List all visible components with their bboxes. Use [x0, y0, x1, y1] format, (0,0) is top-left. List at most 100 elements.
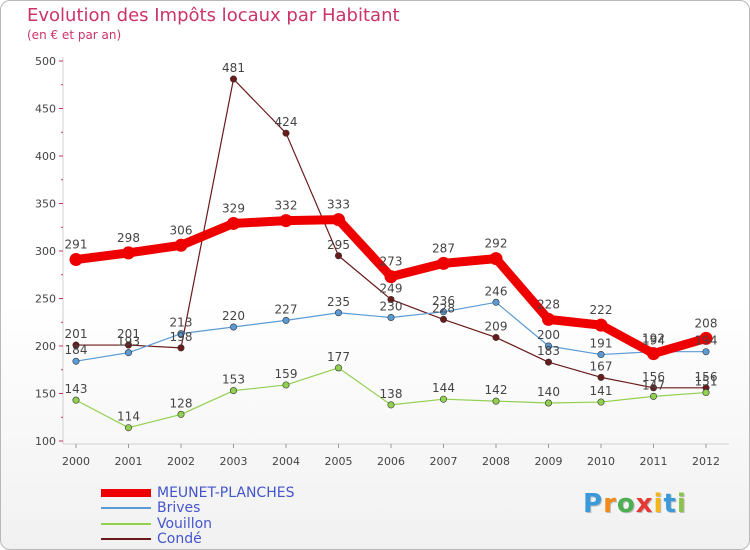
legend-swatch — [101, 507, 151, 510]
data-label: 177 — [327, 350, 350, 364]
logo-letter: r — [603, 489, 617, 519]
data-label: 147 — [642, 378, 665, 392]
logo-letter: t — [663, 489, 677, 519]
data-label: 183 — [537, 344, 560, 358]
data-label: 329 — [222, 201, 245, 215]
data-label: 200 — [537, 328, 560, 342]
data-point — [437, 256, 450, 270]
data-point — [439, 308, 447, 316]
data-point — [177, 330, 185, 338]
y-tick-label: 100 — [35, 435, 56, 448]
data-label: 156 — [642, 370, 665, 384]
data-label: 306 — [170, 223, 193, 237]
data-point — [282, 381, 290, 389]
data-point — [387, 313, 395, 321]
y-tick-label: 150 — [35, 388, 56, 401]
data-label: 298 — [117, 231, 140, 245]
series-cond- — [72, 75, 710, 392]
y-tick-label: 250 — [35, 293, 56, 306]
data-point — [282, 316, 290, 324]
data-label: 201 — [65, 327, 88, 341]
y-tick-label: 450 — [35, 103, 56, 116]
data-point — [177, 410, 185, 418]
data-label: 246 — [485, 284, 508, 298]
data-label: 332 — [275, 199, 298, 213]
data-point — [125, 349, 133, 357]
data-point — [72, 341, 80, 349]
legend-label: Condé — [157, 531, 202, 548]
data-point — [177, 344, 185, 352]
data-point — [334, 309, 342, 317]
data-label: 184 — [65, 343, 88, 357]
data-point — [597, 373, 605, 381]
legend: MEUNET-PLANCHES Brives Vouillon Condé — [101, 485, 294, 547]
data-label: 287 — [432, 241, 455, 255]
data-label: 153 — [222, 373, 245, 387]
data-label: 191 — [590, 337, 613, 351]
data-label: 249 — [380, 281, 403, 295]
data-label: 156 — [695, 370, 718, 384]
data-point — [174, 238, 188, 252]
legend-item: Brives — [101, 500, 294, 517]
data-point — [69, 253, 83, 267]
data-label: 192 — [642, 332, 665, 346]
data-point — [282, 129, 290, 137]
data-point — [334, 252, 342, 260]
data-point — [230, 323, 238, 331]
legend-item: Vouillon — [101, 516, 294, 532]
data-label: 151 — [695, 375, 718, 389]
data-label: 208 — [695, 316, 718, 330]
data-label: 291 — [65, 238, 88, 252]
data-label: 142 — [485, 383, 508, 397]
data-label: 201 — [117, 327, 140, 341]
data-label: 230 — [380, 300, 403, 314]
legend-label: Brives — [157, 500, 201, 517]
data-label: 159 — [275, 367, 298, 381]
chart-subtitle: (en € et par an) — [27, 28, 122, 42]
data-point — [649, 384, 657, 392]
y-tick-label: 300 — [35, 245, 56, 258]
x-tick-label: 2006 — [377, 455, 405, 468]
data-point — [230, 75, 238, 83]
data-label: 220 — [222, 309, 245, 323]
legend-item: MEUNET-PLANCHES — [101, 485, 294, 501]
data-label: 333 — [327, 198, 350, 212]
data-label: 481 — [222, 61, 245, 75]
data-label: 236 — [432, 294, 455, 308]
data-label: 228 — [432, 301, 455, 315]
logo-letter: P — [583, 489, 604, 519]
data-label: 228 — [537, 297, 560, 311]
y-tick-label: 200 — [35, 340, 56, 353]
series-meunet-planches — [69, 213, 713, 361]
data-label: 235 — [327, 295, 350, 309]
data-label: 222 — [590, 303, 613, 317]
data-point — [279, 214, 293, 228]
logo-letter: i — [653, 489, 664, 519]
data-point — [387, 401, 395, 409]
x-tick-label: 2011 — [640, 455, 668, 468]
x-tick-label: 2007 — [430, 455, 458, 468]
data-point — [492, 298, 500, 306]
data-label: 292 — [485, 237, 508, 251]
data-label: 144 — [432, 381, 455, 395]
data-label: 114 — [117, 410, 140, 424]
data-label: 193 — [117, 335, 140, 349]
data-point — [597, 398, 605, 406]
x-tick-label: 2009 — [535, 455, 563, 468]
data-point — [227, 216, 240, 230]
data-point — [230, 387, 238, 395]
y-tick-label: 500 — [35, 55, 56, 68]
data-point — [699, 331, 713, 345]
data-point — [334, 364, 342, 372]
data-point — [702, 348, 710, 356]
data-label: 209 — [485, 319, 508, 333]
data-point — [544, 399, 552, 407]
logo-letter: i — [676, 489, 687, 519]
data-label: 424 — [275, 115, 298, 129]
logo-letter: x — [635, 489, 654, 519]
x-tick-label: 2000 — [62, 455, 90, 468]
legend-label: MEUNET-PLANCHES — [157, 484, 295, 501]
x-tick-label: 2012 — [692, 455, 720, 468]
